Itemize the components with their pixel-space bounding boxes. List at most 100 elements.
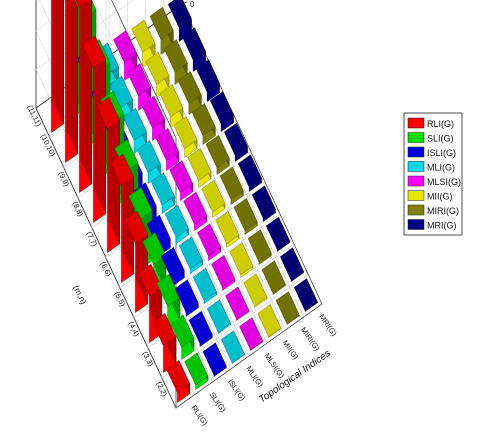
bar-top-face: [170, 314, 195, 348]
legend-label: ISLI(G): [427, 148, 456, 158]
x-tick-label: (9,9): [56, 170, 71, 188]
bar: [122, 107, 147, 154]
bar-top-face: [138, 263, 163, 297]
x-tick-label: (10,10): [39, 133, 58, 159]
x-tick-label: (8,8): [70, 200, 85, 218]
bar: [174, 279, 199, 317]
bar: [173, 116, 198, 158]
bar-top-face: [247, 229, 272, 263]
legend: RLI(G) SLI(G) ISLI(G) MLI(G) MLSI(G) MII(G) MI…: [403, 112, 463, 236]
bar-top-face: [211, 254, 236, 288]
bar-top-face: [122, 107, 147, 141]
bar-top-face: [201, 179, 226, 213]
bar: [187, 148, 212, 188]
bar: [293, 278, 318, 312]
bar: [183, 191, 208, 231]
bar: [229, 242, 254, 278]
legend-swatch: [407, 132, 425, 143]
bar: [209, 91, 234, 132]
bar-top-face: [160, 247, 185, 281]
bar: [243, 273, 268, 308]
bar-top-face: [149, 6, 174, 40]
bar-top-face: [167, 0, 192, 29]
legend-swatch: [407, 219, 425, 230]
bar-top-face: [152, 313, 177, 346]
bar-top-face: [195, 59, 220, 93]
bar-top-face: [177, 71, 202, 105]
bar-top-face: [184, 352, 209, 386]
bar: [206, 299, 231, 334]
bar-side-face: [52, 0, 64, 124]
bar: [275, 291, 300, 325]
bar-top-face: [243, 273, 268, 307]
bar: [178, 236, 203, 274]
bar-top-face: [146, 214, 171, 248]
bar-top-face: [215, 211, 240, 245]
bar: [192, 267, 217, 304]
x-tick-label: (3,3): [140, 350, 155, 368]
bar-top-face: [225, 286, 250, 320]
bar-top-face: [150, 172, 175, 206]
z-tick-label: 0: [190, 0, 195, 9]
bar-top-face: [173, 116, 198, 150]
bar-top-face: [261, 260, 286, 294]
bar-top-face: [128, 186, 153, 220]
bar-top-face: [113, 30, 138, 64]
legend-label: MIRI(G): [427, 206, 459, 216]
legend-swatch: [407, 161, 425, 172]
bar: [110, 153, 135, 283]
bar: [239, 317, 264, 351]
bar: [279, 247, 304, 282]
bar: [261, 260, 286, 295]
bar-top-face: [142, 232, 167, 266]
bar: [237, 154, 262, 192]
bar-top-face: [82, 35, 107, 69]
bar-top-face: [206, 299, 231, 333]
bar: [265, 216, 290, 252]
bar: [211, 254, 236, 291]
bar-top-face: [229, 242, 254, 276]
legend-swatch: [407, 117, 425, 129]
bar: [164, 204, 189, 244]
bar-top-face: [275, 291, 300, 325]
bar: [225, 286, 250, 321]
bar: [163, 39, 188, 85]
legend-swatch: [407, 204, 425, 216]
bar-top-face: [166, 360, 191, 393]
legend-swatch: [407, 146, 425, 158]
x-tick-label: (5,5): [112, 290, 127, 308]
bar-top-face: [197, 223, 222, 257]
x-tick-label: (6,6): [98, 260, 113, 278]
bar: [152, 313, 177, 373]
bar-top-face: [257, 304, 282, 338]
bar: [169, 160, 194, 201]
bar-top-face: [75, 0, 91, 8]
bar-top-face: [159, 84, 184, 118]
bar: [51, 0, 64, 133]
bar: [202, 342, 227, 377]
bar-top-face: [155, 128, 180, 161]
bar: [215, 211, 240, 248]
bar-top-face: [145, 51, 170, 85]
y-tick-label: ISLI(G): [226, 377, 248, 402]
y-tick-label: RLI(G): [189, 403, 210, 427]
bar-top-face: [237, 154, 262, 188]
bar-top-face: [192, 267, 217, 301]
bar: [166, 360, 191, 403]
bar: [167, 0, 192, 42]
bar: [201, 179, 226, 218]
bar: [205, 135, 230, 175]
bar: [160, 247, 185, 287]
bar: [223, 122, 248, 162]
bar-top-face: [202, 342, 227, 376]
y-tick-label: MLI(G): [244, 364, 265, 389]
bar-top-face: [131, 19, 156, 53]
bar: [155, 128, 180, 171]
bar-top-face: [156, 273, 181, 307]
bar-top-face: [96, 96, 121, 130]
bar-top-face: [110, 153, 135, 187]
bar: [191, 103, 216, 145]
bar-top-face: [233, 198, 258, 232]
z-tick: [181, 1, 188, 5]
